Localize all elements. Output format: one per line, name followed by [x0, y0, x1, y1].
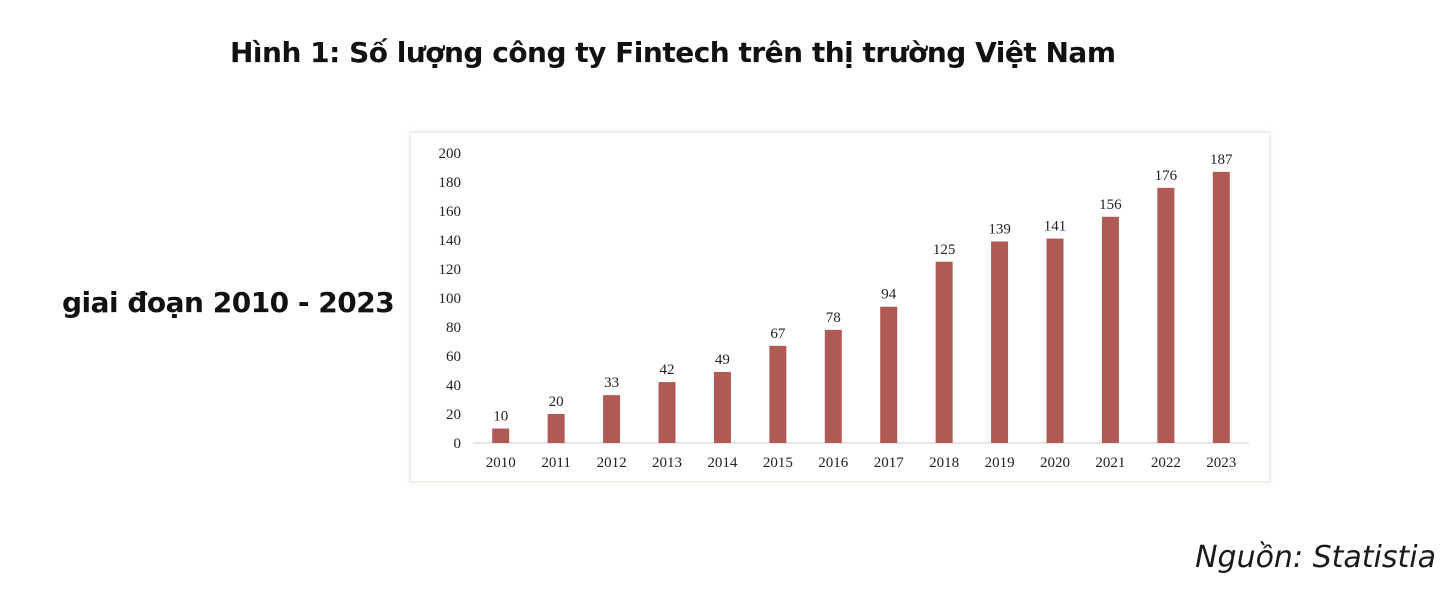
bar [1212, 171, 1230, 443]
x-tick-label: 2012 [597, 455, 627, 471]
y-tick-label: 20 [446, 407, 461, 423]
bar [658, 382, 676, 443]
y-tick-label: 160 [439, 204, 462, 220]
chart-subtitle: giai đoạn 2010 - 2023 [62, 286, 395, 319]
bar-value-label: 20 [549, 394, 564, 410]
x-tick-label: 2017 [874, 455, 905, 471]
x-tick-label: 2013 [652, 455, 682, 471]
bar-value-label: 42 [660, 362, 675, 378]
y-tick-label: 100 [439, 291, 462, 307]
y-tick-label: 120 [439, 262, 462, 278]
bar [713, 371, 731, 443]
y-tick-label: 0 [454, 436, 462, 452]
chart-frame: 0 20 40 60 80 100 120 140 160 180 200 10 2010 20 2011 3… [410, 132, 1270, 482]
y-tick-label: 80 [446, 320, 461, 336]
bar-value-label: 141 [1044, 219, 1067, 235]
bar [603, 395, 621, 443]
bar-value-label: 78 [826, 310, 841, 326]
x-tick-label: 2018 [929, 455, 959, 471]
y-tick-label: 40 [446, 378, 461, 394]
bar-value-label: 10 [493, 409, 508, 425]
x-tick-label: 2010 [486, 455, 516, 471]
y-tick-label: 140 [439, 233, 462, 249]
x-tick-label: 2014 [707, 455, 738, 471]
source-note: Nguồn: Statistia [1195, 540, 1436, 575]
bar [991, 241, 1009, 443]
x-tick-label: 2011 [541, 455, 570, 471]
x-tick-label: 2016 [818, 455, 849, 471]
bar [1157, 187, 1175, 443]
x-tick-label: 2022 [1151, 455, 1181, 471]
bar [547, 414, 565, 443]
bar [1101, 216, 1119, 443]
bar-value-label: 49 [715, 352, 730, 368]
bar-value-label: 67 [770, 326, 786, 342]
bar-value-label: 156 [1099, 197, 1122, 213]
bar [935, 261, 953, 443]
y-tick-label: 60 [446, 349, 461, 365]
y-tick-label: 200 [439, 146, 462, 162]
x-tick-label: 2015 [763, 455, 793, 471]
bar-value-label: 33 [604, 375, 619, 391]
bar-value-label: 176 [1155, 168, 1178, 184]
bar [492, 428, 510, 443]
bar [1046, 238, 1064, 443]
x-tick-label: 2020 [1040, 455, 1070, 471]
bar-value-label: 139 [988, 221, 1011, 237]
bar-value-label: 187 [1210, 152, 1233, 168]
bar-chart: 0 20 40 60 80 100 120 140 160 180 200 10 2010 20 2011 3… [439, 146, 1249, 471]
y-tick-label: 180 [439, 175, 462, 191]
bar [769, 345, 787, 443]
bar-value-label: 125 [933, 242, 956, 258]
x-tick-label: 2019 [985, 455, 1015, 471]
bar-value-label: 94 [881, 287, 897, 303]
chart-title: Hình 1: Số lượng công ty Fintech trên th… [230, 36, 1116, 69]
bar [824, 329, 842, 443]
bar [880, 306, 898, 443]
x-tick-label: 2021 [1095, 455, 1125, 471]
x-tick-label: 2023 [1206, 455, 1236, 471]
